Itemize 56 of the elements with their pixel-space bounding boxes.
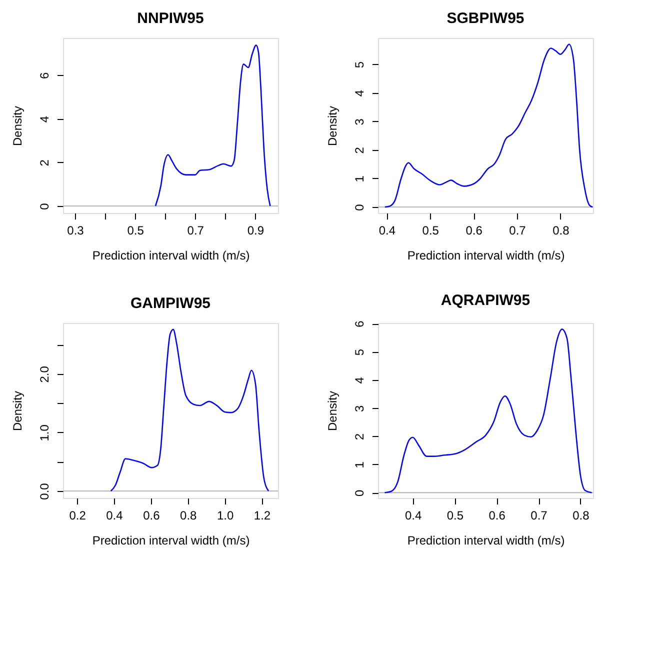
x-tick-label: 0.6 bbox=[466, 224, 483, 238]
x-tick-label: 0.5 bbox=[446, 508, 464, 522]
line-series bbox=[384, 328, 592, 494]
x-axis-title: Prediction interval width (m/s) bbox=[407, 534, 565, 548]
x-tick-label: 0.6 bbox=[488, 508, 506, 522]
chart-title: SGBPIW95 bbox=[446, 10, 524, 27]
x-tick-label: 0.2 bbox=[69, 508, 86, 522]
y-axis-title: Density bbox=[326, 390, 340, 432]
x-axis-title: Prediction interval width (m/s) bbox=[407, 248, 565, 262]
y-tick-label: 3 bbox=[352, 118, 366, 126]
x-tick-label: 0.7 bbox=[530, 508, 548, 522]
x-tick-label: 1.0 bbox=[216, 508, 234, 522]
line-series bbox=[110, 328, 270, 492]
y-axis-title: Density bbox=[326, 106, 340, 146]
y-tick-label: 3 bbox=[352, 404, 366, 412]
chart-title: AQRAPIW95 bbox=[440, 292, 530, 310]
x-tick-label: 0.6 bbox=[143, 508, 160, 522]
x-tick-label: 0.4 bbox=[378, 224, 396, 238]
y-tick-label: 6 bbox=[38, 72, 52, 79]
y-axis-title: Density bbox=[10, 390, 24, 432]
y-tick-label: 0.0 bbox=[38, 482, 52, 500]
y-tick-label: 1.0 bbox=[38, 424, 52, 442]
x-tick-label: 0.5 bbox=[127, 224, 144, 238]
y-tick-label: 6 bbox=[352, 320, 366, 328]
y-tick-label: 0 bbox=[352, 204, 366, 211]
chart-title: GAMPIW95 bbox=[130, 295, 211, 312]
y-tick-label: 2 bbox=[352, 433, 366, 440]
x-tick-label: 0.4 bbox=[404, 508, 422, 522]
y-tick-label: 5 bbox=[352, 348, 366, 356]
y-tick-label: 0 bbox=[352, 489, 366, 496]
x-tick-label: 0.7 bbox=[509, 224, 526, 238]
line-series bbox=[384, 44, 593, 208]
x-tick-label: 0.9 bbox=[247, 224, 264, 238]
y-tick-label: 4 bbox=[352, 90, 366, 97]
x-tick-label: 0.5 bbox=[422, 224, 440, 238]
x-tick-label: 0.7 bbox=[187, 224, 204, 238]
x-tick-label: 0.3 bbox=[67, 224, 84, 238]
x-tick-label: 0.8 bbox=[572, 508, 590, 522]
y-tick-label: 0 bbox=[38, 202, 52, 210]
chart-title: NNPIW95 bbox=[137, 10, 204, 27]
x-tick-label: 0.4 bbox=[106, 508, 124, 522]
y-axis-title: Density bbox=[10, 106, 24, 146]
x-tick-label: 0.8 bbox=[180, 508, 198, 522]
y-tick-label: 4 bbox=[352, 376, 366, 384]
x-tick-label: 1.2 bbox=[254, 508, 271, 522]
y-tick-label: 1 bbox=[352, 461, 366, 468]
x-axis-title: Prediction interval width (m/s) bbox=[92, 248, 250, 262]
y-tick-label: 5 bbox=[352, 61, 366, 68]
y-tick-label: 1 bbox=[352, 175, 366, 182]
y-tick-label: 2.0 bbox=[38, 366, 52, 383]
y-tick-label: 2 bbox=[352, 146, 366, 154]
x-axis-title: Prediction interval width (m/s) bbox=[92, 534, 250, 548]
line-series bbox=[154, 44, 271, 207]
y-tick-label: 4 bbox=[38, 116, 52, 123]
y-tick-label: 2 bbox=[38, 159, 52, 166]
x-tick-label: 0.8 bbox=[552, 224, 570, 238]
